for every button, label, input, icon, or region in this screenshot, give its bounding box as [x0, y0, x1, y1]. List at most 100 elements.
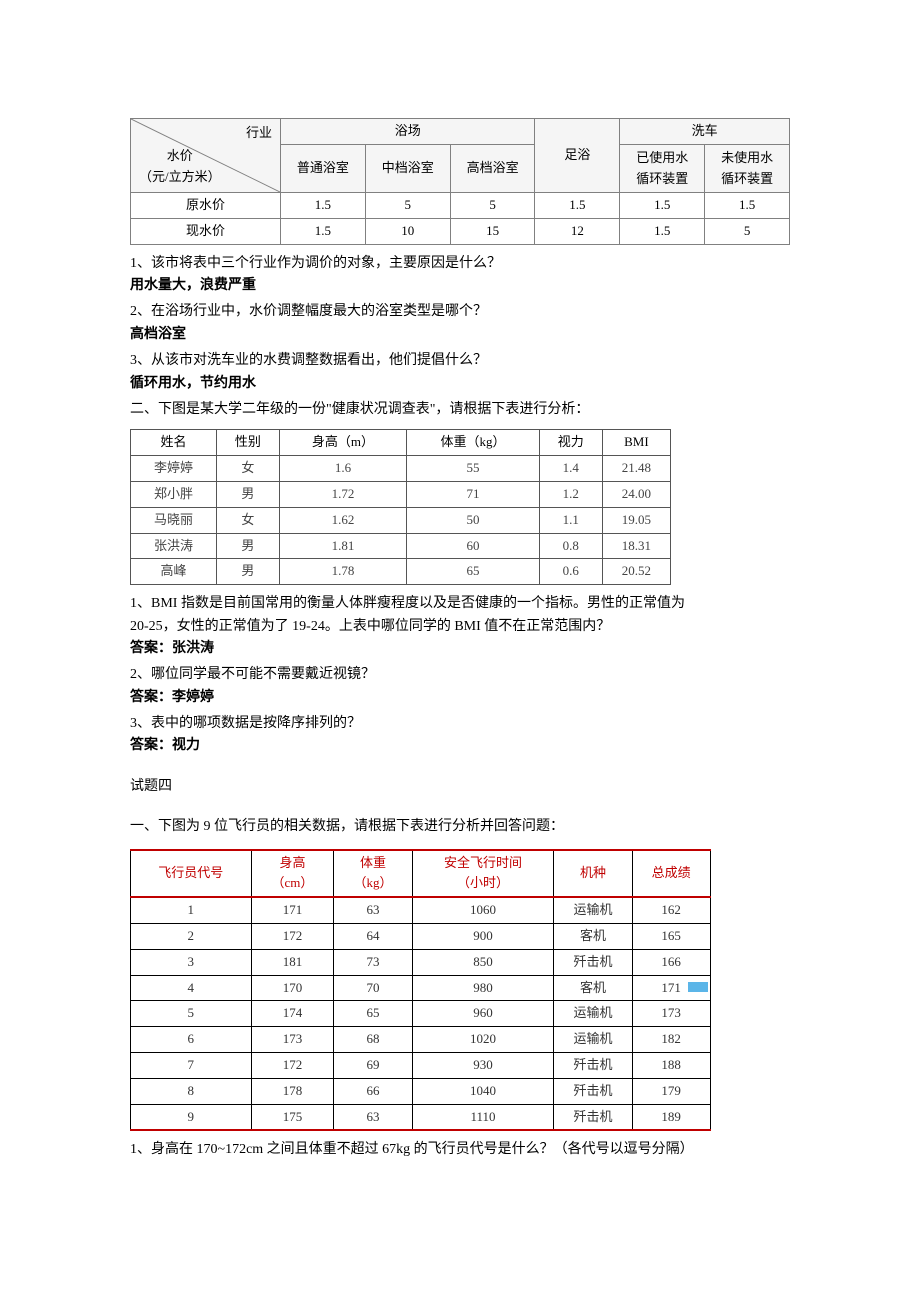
question-text: 1、BMI 指数是目前国常用的衡量人体胖瘦程度以及是否健康的一个指标。男性的正常… [130, 593, 790, 615]
cell: 1.5 [281, 218, 366, 244]
cell: 171 [251, 897, 334, 923]
group-header-foot: 足浴 [535, 119, 620, 193]
cell: 173 [251, 1027, 334, 1053]
cell: 5 [705, 218, 790, 244]
cell: 马晓丽 [131, 507, 217, 533]
cell: 69 [334, 1053, 412, 1079]
cell: 9 [131, 1104, 252, 1130]
health-survey-table: 姓名 性别 身高（m） 体重（kg） 视力 BMI 李婷婷女1.6551.421… [130, 429, 671, 585]
row-label: 现水价 [131, 218, 281, 244]
col-header: 性别 [217, 430, 280, 456]
cell: 1.5 [620, 193, 705, 219]
cell: 1.1 [539, 507, 602, 533]
cell: 172 [251, 1053, 334, 1079]
cell: 1110 [412, 1104, 554, 1130]
cell: 63 [334, 1104, 412, 1130]
table-row: 6173681020运输机182 [131, 1027, 711, 1053]
cell: 189 [632, 1104, 710, 1130]
cell: 4 [131, 975, 252, 1001]
cell: 850 [412, 949, 554, 975]
table-row: 马晓丽女1.62501.119.05 [131, 507, 671, 533]
answer-text: 循环用水，节约用水 [130, 373, 790, 395]
cell: 运输机 [554, 1001, 632, 1027]
cell: 170 [251, 975, 334, 1001]
cell: 68 [334, 1027, 412, 1053]
cell: 10 [365, 218, 450, 244]
cell: 7 [131, 1053, 252, 1079]
cell: 女 [217, 507, 280, 533]
cell: 15 [450, 218, 535, 244]
cell: 55 [407, 456, 540, 482]
cell: 1020 [412, 1027, 554, 1053]
cell: 960 [412, 1001, 554, 1027]
cell: 21.48 [602, 456, 671, 482]
col-header: 身高（cm） [251, 850, 334, 898]
col-header: 体重（kg） [407, 430, 540, 456]
pilot-data-table: 飞行员代号 身高（cm） 体重（kg） 安全飞行时间（小时） 机种 总成绩 11… [130, 849, 711, 1132]
cell: 50 [407, 507, 540, 533]
cell: 男 [217, 533, 280, 559]
cell: 男 [217, 481, 280, 507]
table-row: 417070980客机171 [131, 975, 711, 1001]
diag-bottom-label: 水价（元/立方米） [139, 146, 221, 188]
cell: 179 [632, 1078, 710, 1104]
cell: 1.2 [539, 481, 602, 507]
cell: 64 [334, 924, 412, 950]
cell: 男 [217, 559, 280, 585]
cell: 162 [632, 897, 710, 923]
table-row: 李婷婷女1.6551.421.48 [131, 456, 671, 482]
sub-header: 未使用水循环装置 [705, 145, 790, 193]
question-text: 20-25，女性的正常值为了 19-24。上表中哪位同学的 BMI 值不在正常范… [130, 616, 790, 638]
cell: 174 [251, 1001, 334, 1027]
cell: 3 [131, 949, 252, 975]
col-header: 身高（m） [279, 430, 406, 456]
cell: 12 [535, 218, 620, 244]
cell: 0.8 [539, 533, 602, 559]
cell: 65 [407, 559, 540, 585]
cell: 1.6 [279, 456, 406, 482]
cell: 8 [131, 1078, 252, 1104]
cell: 930 [412, 1053, 554, 1079]
cell: 歼击机 [554, 1053, 632, 1079]
cell: 1.81 [279, 533, 406, 559]
cell: 175 [251, 1104, 334, 1130]
cell: 5 [450, 193, 535, 219]
cell: 165 [632, 924, 710, 950]
cell: 1060 [412, 897, 554, 923]
table-row: 318173850歼击机166 [131, 949, 711, 975]
sub-header: 普通浴室 [281, 145, 366, 193]
table-row: 张洪涛男1.81600.818.31 [131, 533, 671, 559]
col-header: 机种 [554, 850, 632, 898]
question-text: 2、哪位同学最不可能不需要戴近视镜？ [130, 664, 790, 686]
cell: 1.72 [279, 481, 406, 507]
col-header: 体重（kg） [334, 850, 412, 898]
cell: 178 [251, 1078, 334, 1104]
cell: 1.78 [279, 559, 406, 585]
cell: 郑小胖 [131, 481, 217, 507]
cell: 19.05 [602, 507, 671, 533]
col-header: 飞行员代号 [131, 850, 252, 898]
cell: 63 [334, 897, 412, 923]
cell: 1.5 [705, 193, 790, 219]
answer-text: 答案：李婷婷 [130, 687, 790, 709]
cell: 18.31 [602, 533, 671, 559]
table-row: 现水价 1.5 10 15 12 1.5 5 [131, 218, 790, 244]
highlight-marker [688, 982, 708, 992]
cell: 181 [251, 949, 334, 975]
table-row: 217264900客机165 [131, 924, 711, 950]
cell: 182 [632, 1027, 710, 1053]
question-text: 3、从该市对洗车业的水费调整数据看出，他们提倡什么？ [130, 350, 790, 372]
cell: 运输机 [554, 1027, 632, 1053]
cell: 188 [632, 1053, 710, 1079]
row-label: 原水价 [131, 193, 281, 219]
table-row: 717269930歼击机188 [131, 1053, 711, 1079]
cell: 6 [131, 1027, 252, 1053]
cell: 5 [131, 1001, 252, 1027]
cell: 女 [217, 456, 280, 482]
table-row: 原水价 1.5 5 5 1.5 1.5 1.5 [131, 193, 790, 219]
cell: 歼击机 [554, 949, 632, 975]
cell: 70 [334, 975, 412, 1001]
answer-text: 用水量大，浪费严重 [130, 275, 790, 297]
answer-text: 答案：视力 [130, 735, 790, 757]
table-row: 8178661040歼击机179 [131, 1078, 711, 1104]
